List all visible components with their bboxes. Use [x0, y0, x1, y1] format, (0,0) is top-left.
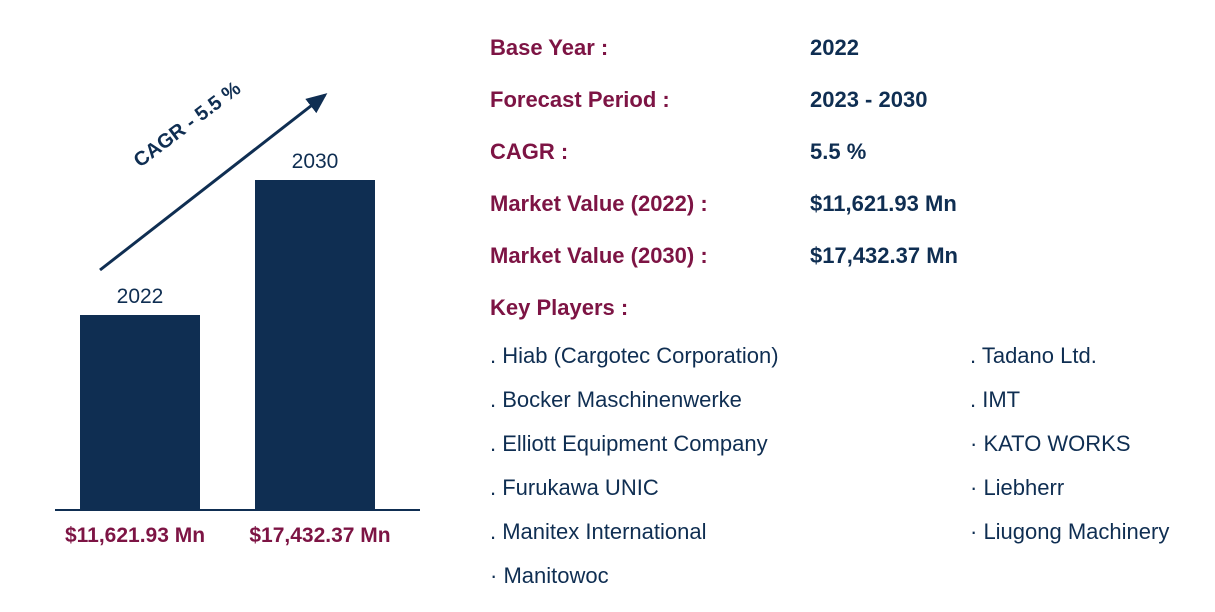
- cagr-label: CAGR - 5.5 %: [130, 77, 245, 172]
- info-value: 5.5 %: [810, 139, 866, 165]
- bar-2030-value: $17,432.37 Mn: [249, 524, 390, 547]
- info-panel: Base Year : 2022 Forecast Period : 2023 …: [430, 20, 1185, 592]
- info-value: 2022: [810, 35, 859, 61]
- player-item: · KATO WORKS: [970, 431, 1169, 457]
- info-value: 2023 - 2030: [810, 87, 927, 113]
- player-item: . Furukawa UNIC: [490, 475, 970, 501]
- info-label: Market Value (2022) :: [490, 191, 810, 217]
- player-item: . Elliott Equipment Company: [490, 431, 970, 457]
- info-label: CAGR :: [490, 139, 810, 165]
- info-label: Base Year :: [490, 35, 810, 61]
- info-row-market-value-2030: Market Value (2030) : $17,432.37 Mn: [490, 243, 1185, 269]
- players-col-left: . Hiab (Cargotec Corporation) . Bocker M…: [490, 343, 970, 607]
- info-label: Market Value (2030) :: [490, 243, 810, 269]
- player-item: · Manitowoc: [490, 563, 970, 589]
- info-value: $17,432.37 Mn: [810, 243, 958, 269]
- bar-2030: [255, 180, 375, 510]
- key-players-grid: . Hiab (Cargotec Corporation) . Bocker M…: [490, 343, 1185, 607]
- bar-2022-year: 2022: [117, 285, 164, 308]
- info-row-base-year: Base Year : 2022: [490, 35, 1185, 61]
- bar-chart: 2022 $11,621.93 Mn 2030 $17,432.37 Mn CA…: [30, 20, 430, 580]
- key-players-heading: Key Players :: [490, 295, 1185, 321]
- players-col-right: . Tadano Ltd. . IMT · KATO WORKS · Liebh…: [970, 343, 1169, 607]
- bar-2030-year: 2030: [292, 150, 339, 173]
- player-item: · Liebherr: [970, 475, 1169, 501]
- chart-svg: 2022 $11,621.93 Mn 2030 $17,432.37 Mn CA…: [30, 20, 430, 580]
- player-item: . Tadano Ltd.: [970, 343, 1169, 369]
- info-row-market-value-2022: Market Value (2022) : $11,621.93 Mn: [490, 191, 1185, 217]
- infographic-container: 2022 $11,621.93 Mn 2030 $17,432.37 Mn CA…: [0, 0, 1215, 612]
- player-item: . IMT: [970, 387, 1169, 413]
- player-item: . Hiab (Cargotec Corporation): [490, 343, 970, 369]
- bar-2022-value: $11,621.93 Mn: [65, 524, 205, 547]
- info-row-forecast-period: Forecast Period : 2023 - 2030: [490, 87, 1185, 113]
- player-item: . Bocker Maschinenwerke: [490, 387, 970, 413]
- player-item: · Liugong Machinery: [970, 519, 1169, 545]
- info-row-cagr: CAGR : 5.5 %: [490, 139, 1185, 165]
- player-item: . Manitex International: [490, 519, 970, 545]
- info-label: Forecast Period :: [490, 87, 810, 113]
- bar-2022: [80, 315, 200, 510]
- info-value: $11,621.93 Mn: [810, 191, 957, 217]
